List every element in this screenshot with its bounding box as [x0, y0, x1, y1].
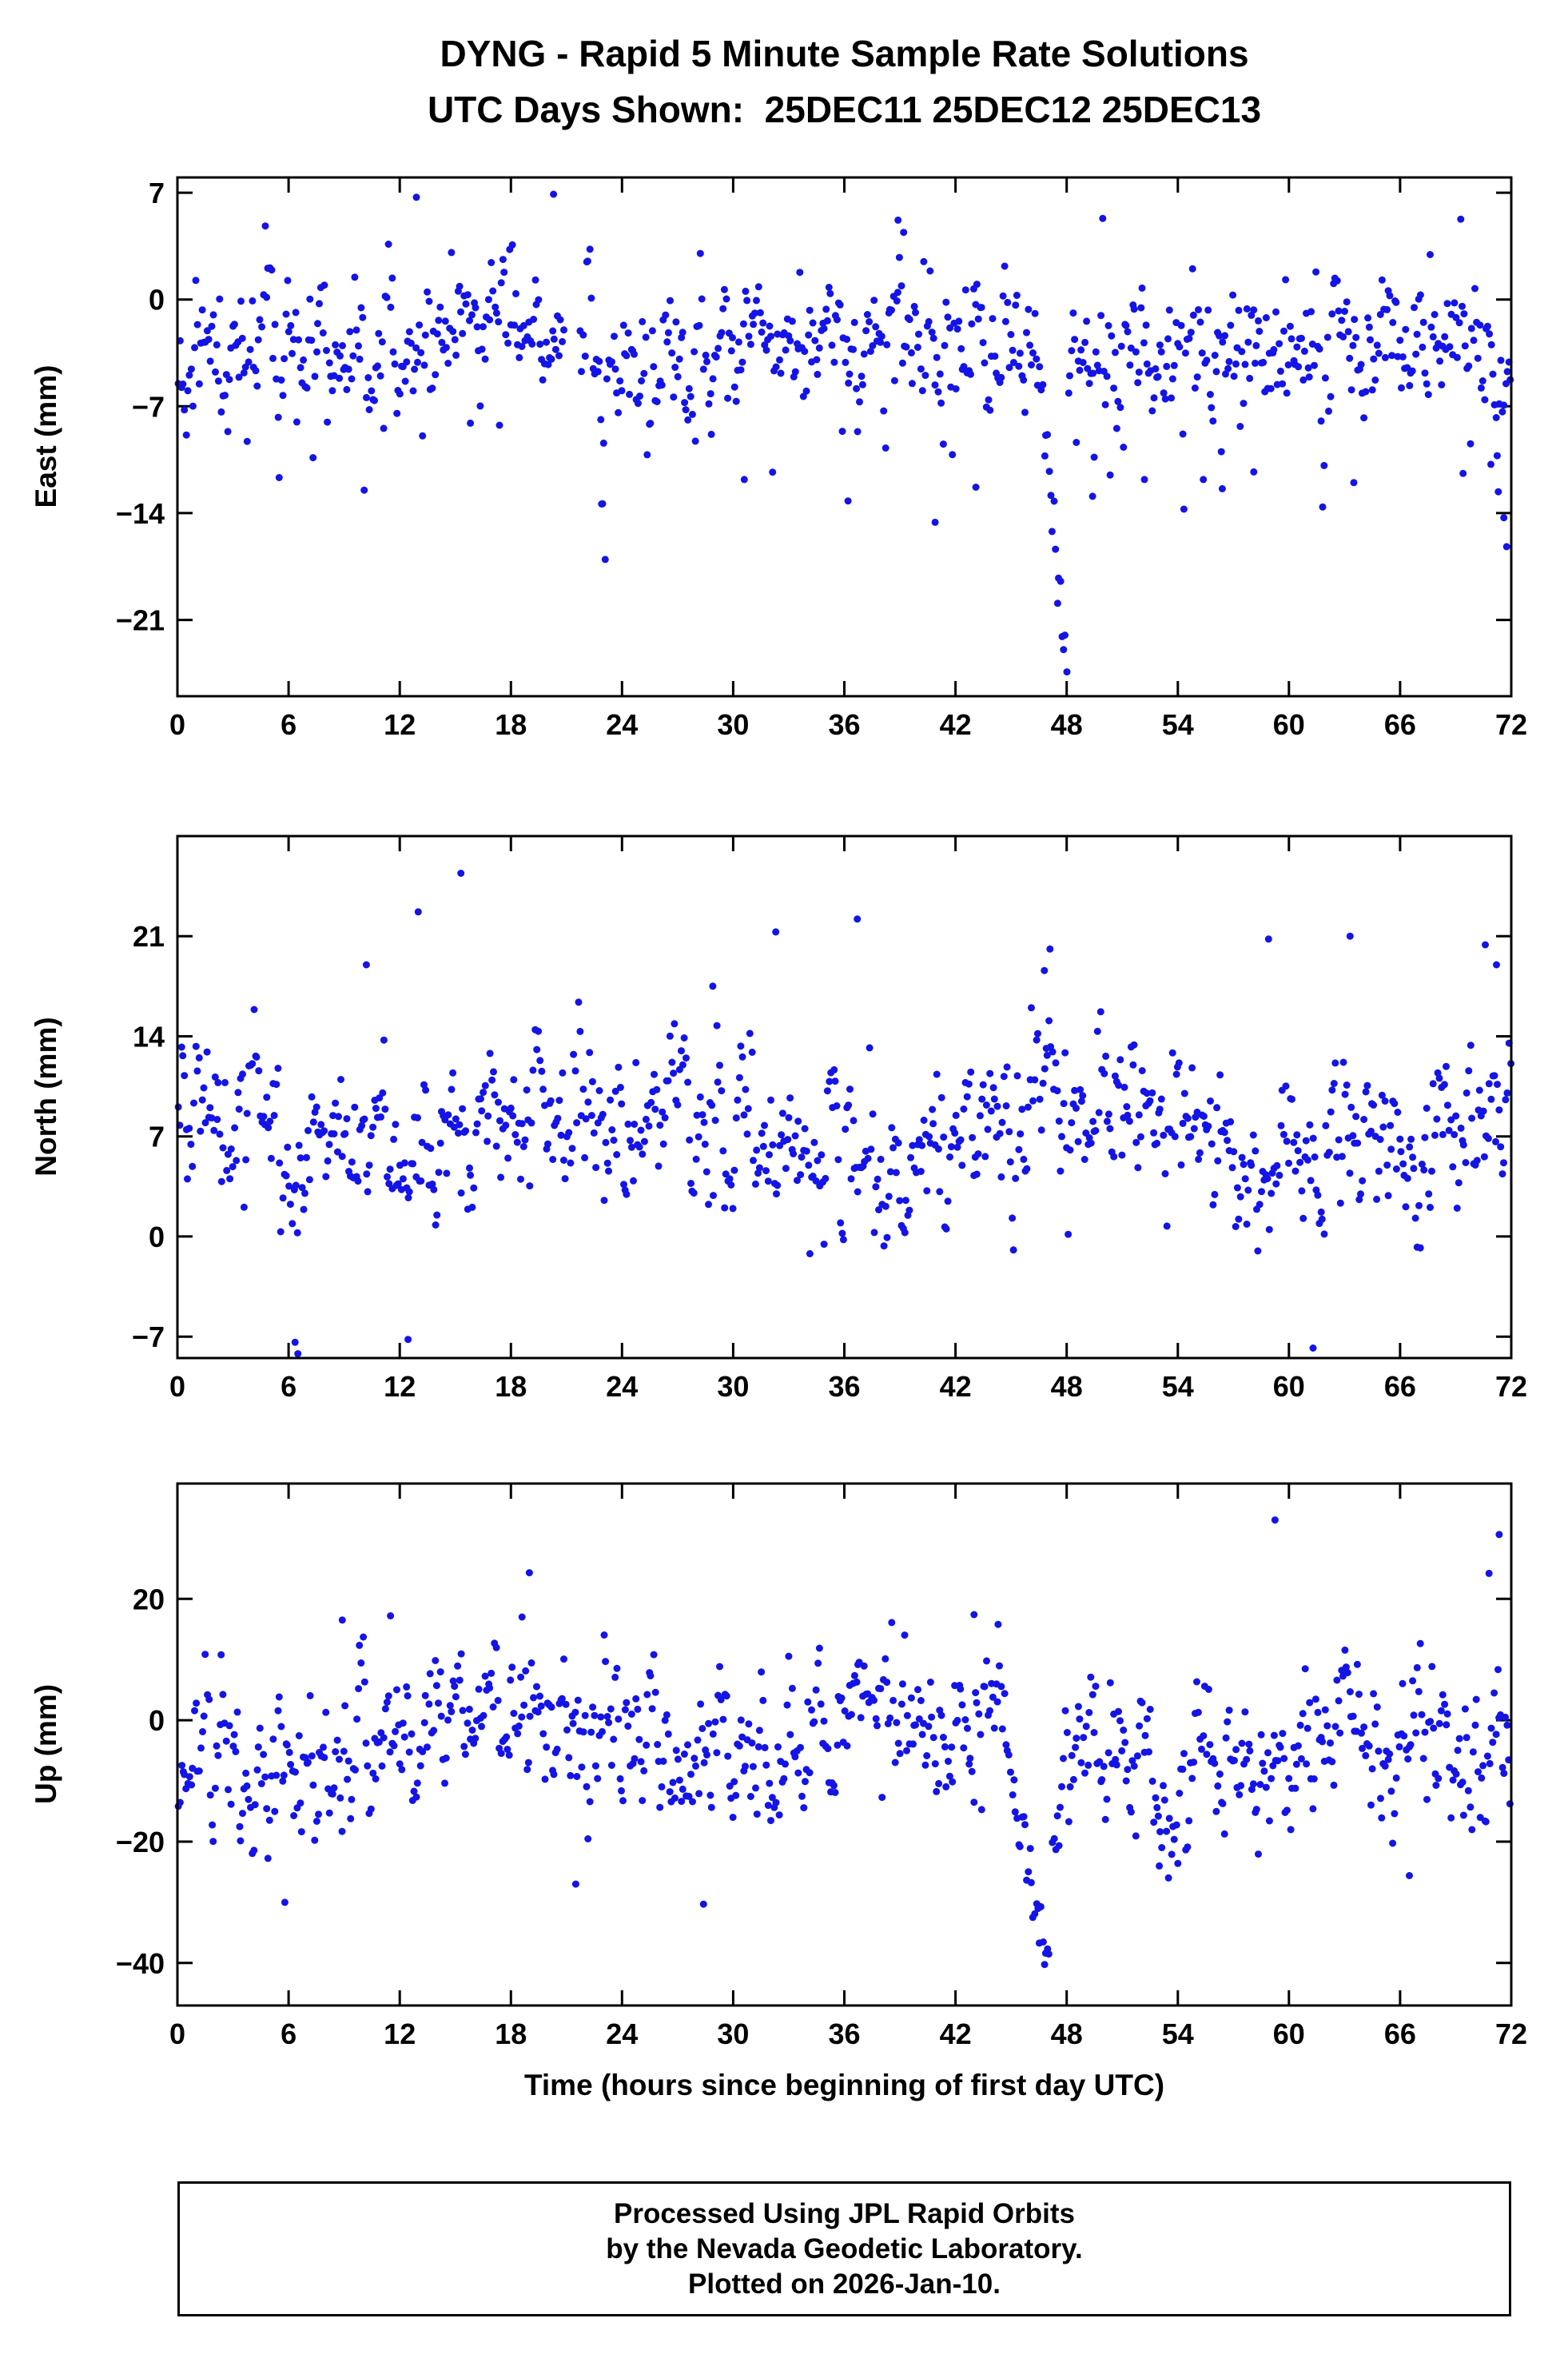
x-tick-label: 48	[1051, 1370, 1083, 1403]
x-tick-label: 60	[1273, 1370, 1305, 1403]
x-tick-label: 42	[940, 2017, 972, 2050]
y-tick-label: −21	[116, 604, 165, 637]
x-tick-label: 24	[606, 2017, 638, 2050]
x-tick-label: 54	[1162, 708, 1194, 741]
x-tick-label: 48	[1051, 2017, 1083, 2050]
x-tick-label: 12	[384, 2017, 416, 2050]
panel-frame	[176, 176, 1513, 698]
x-tick-label: 12	[384, 708, 416, 741]
x-tick-label: 72	[1495, 2017, 1527, 2050]
x-tick-label: 24	[606, 1370, 638, 1403]
x-tick-label: 66	[1384, 708, 1416, 741]
x-tick-label: 36	[828, 2017, 860, 2050]
chart-title: DYNG - Rapid 5 Minute Sample Rate Soluti…	[440, 33, 1249, 74]
x-tick-label: 42	[940, 1370, 972, 1403]
y-tick-label: 21	[133, 920, 165, 953]
x-tick-label: 54	[1162, 1370, 1194, 1403]
x-tick-label: 18	[495, 708, 527, 741]
x-tick-label: 72	[1495, 708, 1527, 741]
x-tick-label: 18	[495, 1370, 527, 1403]
panel-frame	[176, 1482, 1513, 2007]
footer-line-2: by the Nevada Geodetic Laboratory.	[606, 2233, 1083, 2264]
x-tick-label: 60	[1273, 708, 1305, 741]
y-tick-label: 0	[149, 284, 165, 317]
x-tick-label: 24	[606, 708, 638, 741]
x-tick-label: 66	[1384, 1370, 1416, 1403]
footer-line-3: Plotted on 2026-Jan-10.	[688, 2268, 1001, 2300]
x-tick-label: 36	[828, 708, 860, 741]
y-tick-label: 14	[133, 1021, 165, 1054]
x-tick-label: 18	[495, 2017, 527, 2050]
east-panel: 0 6 12 18 24 30 36 42 48 54 60 66 72 7 0 −7 −14 −21	[116, 176, 1527, 741]
y-tick-label: 7	[149, 1121, 165, 1153]
x-tick-label: 48	[1051, 708, 1083, 741]
x-tick-label: 72	[1495, 1370, 1527, 1403]
x-tick-label: 0	[169, 2017, 185, 2050]
x-tick-label: 6	[281, 1370, 296, 1403]
x-axis-label: Time (hours since beginning of first day…	[523, 2069, 1165, 2101]
x-tick-label: 36	[828, 1370, 860, 1403]
x-tick-label: 12	[384, 1370, 416, 1403]
footer-box: Processed Using JPL Rapid Orbits by the …	[177, 2181, 1511, 2316]
panel-frame	[176, 834, 1513, 1360]
x-tick-label: 54	[1162, 2017, 1194, 2050]
y-tick-label: −20	[116, 1826, 165, 1858]
y-tick-label: 20	[133, 1583, 165, 1615]
x-tick-label: 30	[717, 708, 749, 741]
x-tick-label: 30	[717, 2017, 749, 2050]
y-tick-label: −7	[132, 1320, 165, 1353]
x-tick-label: 30	[717, 1370, 749, 1403]
x-tick-label: 60	[1273, 2017, 1305, 2050]
y-tick-label: 0	[149, 1221, 165, 1253]
footer-line-1: Processed Using JPL Rapid Orbits	[613, 2197, 1076, 2229]
x-tick-label: 0	[169, 1370, 185, 1403]
y-tick-label: 0	[149, 1704, 165, 1737]
y-tick-label: −7	[132, 390, 165, 423]
north-axis-label: North (mm)	[30, 1017, 62, 1177]
up-axis-label: Up (mm)	[30, 1683, 62, 1805]
east-axis-label: East (mm)	[30, 364, 62, 508]
y-tick-label: 7	[149, 177, 165, 209]
y-tick-label: −14	[116, 497, 165, 530]
x-tick-label: 6	[281, 708, 296, 741]
x-tick-label: 0	[169, 708, 185, 741]
y-tick-label: −40	[116, 1947, 165, 1980]
up-panel: 0 6 12 18 24 30 36 42 48 54 60 66 72 20 0 −20 −40	[116, 1482, 1527, 2050]
x-tick-label: 66	[1384, 2017, 1416, 2050]
chart-subtitle: UTC Days Shown: 25DEC11 25DEC12 25DEC13	[427, 89, 1262, 130]
x-tick-label: 42	[940, 708, 972, 741]
x-tick-label: 6	[281, 2017, 296, 2050]
